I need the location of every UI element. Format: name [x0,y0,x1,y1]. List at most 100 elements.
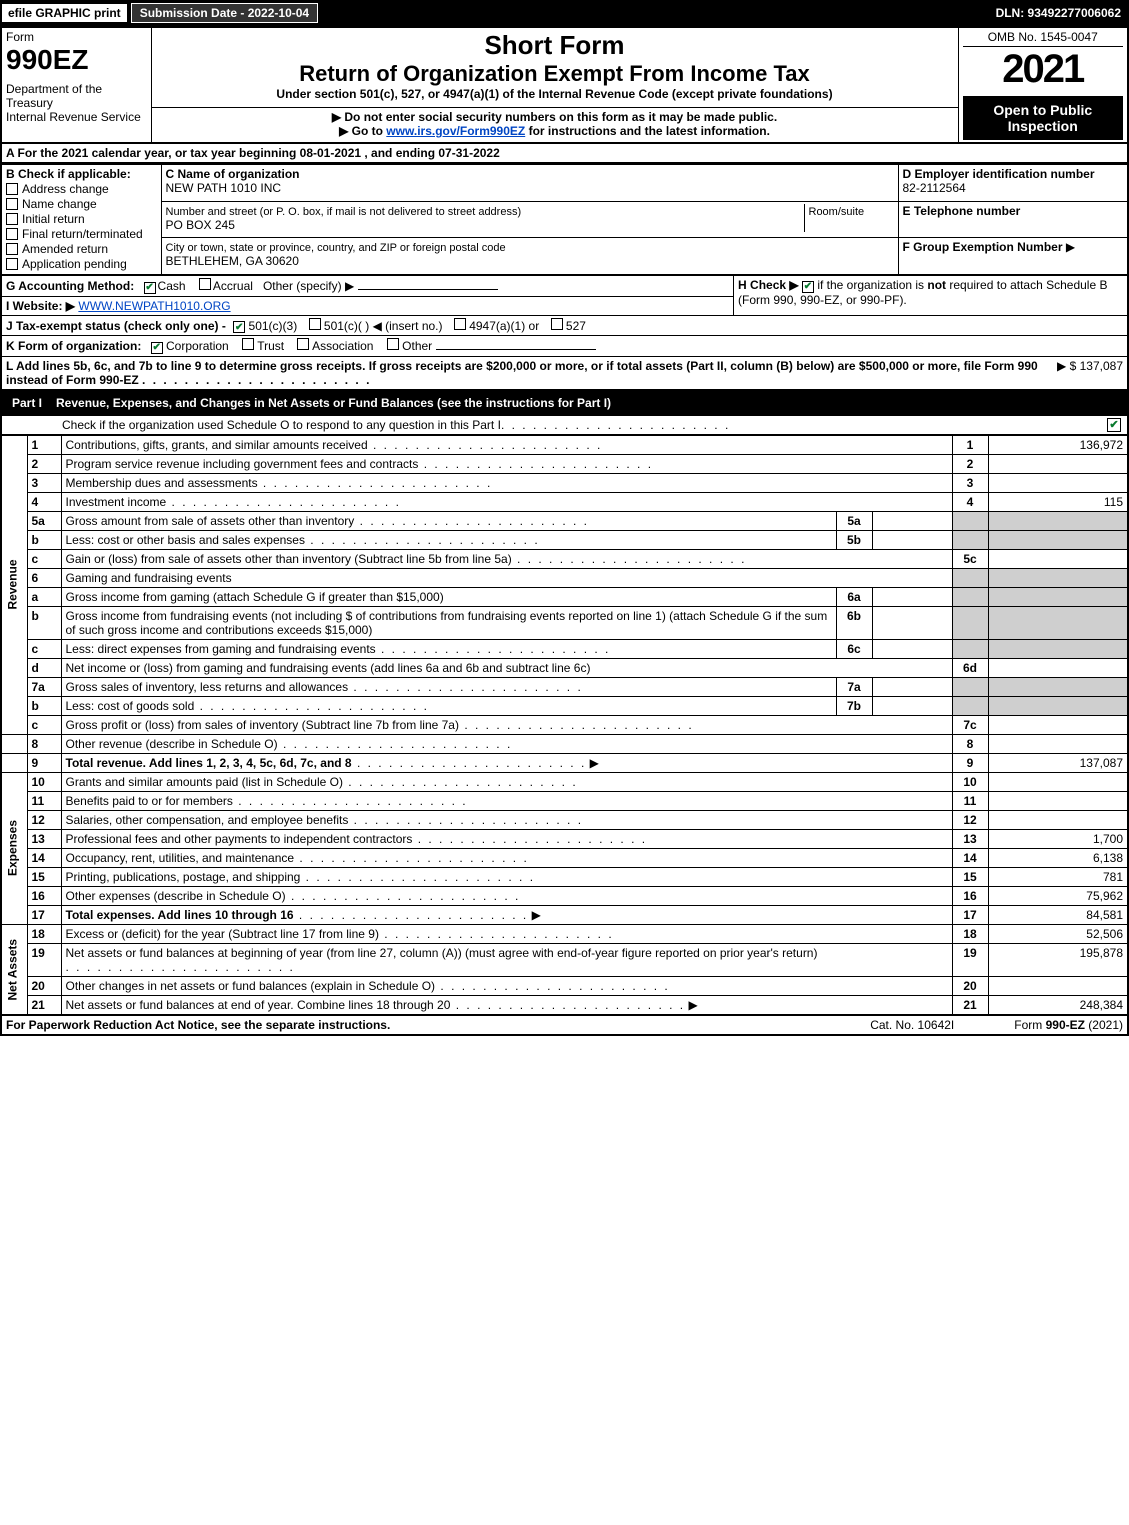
line-4-rnum: 4 [952,492,988,511]
chk-corp[interactable] [151,342,163,354]
line-6d-num: d [27,658,61,677]
line-6c-desc: Less: direct expenses from gaming and fu… [61,639,836,658]
short-form-title: Short Form [156,30,954,61]
h-pre: H Check ▶ [738,278,802,292]
line-7a-inset-val[interactable] [872,677,952,696]
chk-sched-b[interactable] [802,281,814,293]
chk-trust[interactable] [242,338,254,350]
line-16-desc: Other expenses (describe in Schedule O) [61,886,952,905]
line-10-val [988,772,1128,791]
ein-value: 82-2112564 [903,181,966,195]
chk-501c[interactable] [309,318,321,330]
line-19-val: 195,878 [988,943,1128,976]
website-link[interactable]: WWW.NEWPATH1010.ORG [78,299,230,313]
line-12-val [988,810,1128,829]
line-7c-rnum: 7c [952,715,988,734]
chk-accrual[interactable] [199,278,211,290]
line-5b-desc: Less: cost or other basis and sales expe… [61,530,836,549]
open-inspection-badge: Open to Public Inspection [963,96,1124,140]
chk-amended-return[interactable]: Amended return [6,242,157,256]
line-21-desc: Net assets or fund balances at end of ye… [61,995,952,1015]
chk-address-change[interactable]: Address change [6,182,157,196]
chk-application-pending[interactable]: Application pending [6,257,157,271]
h-not: not [927,278,946,292]
chk-501c3[interactable] [233,321,245,333]
line-18-desc: Excess or (deficit) for the year (Subtra… [61,924,952,943]
line-19-desc: Net assets or fund balances at beginning… [61,943,952,976]
box-e: E Telephone number [898,201,1128,238]
line-2-desc: Program service revenue including govern… [61,454,952,473]
line-6a-inset-val[interactable] [872,587,952,606]
line-6-desc: Gaming and fundraising events [61,568,952,587]
chk-assoc[interactable] [297,338,309,350]
line-7a-desc: Gross sales of inventory, less returns a… [61,677,836,696]
chk-final-return[interactable]: Final return/terminated [6,227,157,241]
line-7b-num: b [27,696,61,715]
line-8-desc: Other revenue (describe in Schedule O) [61,734,952,753]
line-6c-inset: 6c [836,639,872,658]
cat-no: Cat. No. 10642I [870,1018,954,1032]
efile-label[interactable]: efile GRAPHIC print [2,4,127,22]
line-11-rnum: 11 [952,791,988,810]
chk-initial-return[interactable]: Initial return [6,212,157,226]
side-expenses: Expenses [1,772,27,924]
line-12-num: 12 [27,810,61,829]
line-5c-num: c [27,549,61,568]
line-14-desc: Occupancy, rent, utilities, and maintena… [61,848,952,867]
line-5c-val [988,549,1128,568]
chk-4947[interactable] [454,318,466,330]
i-label: I Website: ▶ [6,299,75,313]
room-label: Room/suite [809,206,865,218]
form-id-cell: Form 990EZ Department of the Treasury In… [1,27,151,143]
box-e-title: E Telephone number [903,204,1021,218]
side-net-assets: Net Assets [1,924,27,1015]
line-18-num: 18 [27,924,61,943]
g-other: Other (specify) ▶ [263,279,354,293]
line-10-rnum: 10 [952,772,988,791]
line-21-rnum: 21 [952,995,988,1015]
h-post: if the organization is [817,278,927,292]
box-c-street: Number and street (or P. O. box, if mail… [161,201,898,238]
row-i: I Website: ▶ WWW.NEWPATH1010.ORG [1,296,734,315]
line-6c-inset-val[interactable] [872,639,952,658]
line-13-desc: Professional fees and other payments to … [61,829,952,848]
line-14-rnum: 14 [952,848,988,867]
chk-schedule-o[interactable] [1107,418,1121,432]
line-5a-inset-val[interactable] [872,511,952,530]
line-4-num: 4 [27,492,61,511]
irs-link[interactable]: www.irs.gov/Form990EZ [386,124,525,138]
line-9-rnum: 9 [952,753,988,772]
line-5b-inset-val[interactable] [872,530,952,549]
line-21-num: 21 [27,995,61,1015]
street-label: Number and street (or P. O. box, if mail… [166,206,522,218]
k-other-input[interactable] [436,349,596,350]
submission-date: Submission Date - 2022-10-04 [131,3,318,23]
line-7c-desc: Gross profit or (loss) from sales of inv… [61,715,952,734]
line-2-val [988,454,1128,473]
box-f: F Group Exemption Number ▶ [898,238,1128,275]
line-12-desc: Salaries, other compensation, and employ… [61,810,952,829]
part-i-title: Revenue, Expenses, and Changes in Net As… [56,396,611,410]
line-5a-desc: Gross amount from sale of assets other t… [61,511,836,530]
line-6b-inset-val[interactable] [872,606,952,639]
line-18-val: 52,506 [988,924,1128,943]
line-6b-inset: 6b [836,606,872,639]
line-6b-num: b [27,606,61,639]
line-5a-valshade [988,511,1128,530]
line-7b-inset-val[interactable] [872,696,952,715]
form-number: 990EZ [6,44,147,76]
chk-cash[interactable] [144,282,156,294]
entity-box: B Check if applicable: Address change Na… [0,164,1129,275]
line-18-rnum: 18 [952,924,988,943]
line-1-desc: Contributions, gifts, grants, and simila… [61,435,952,455]
street-value: PO BOX 245 [166,218,235,232]
line-7c-num: c [27,715,61,734]
g-other-input[interactable] [358,289,498,290]
chk-name-change[interactable]: Name change [6,197,157,211]
row-g: G Accounting Method: Cash Accrual Other … [1,276,734,297]
box-f-title: F Group Exemption Number [903,240,1063,254]
goto-pre: ▶ Go to [339,124,386,138]
chk-other-org[interactable] [387,338,399,350]
line-15-num: 15 [27,867,61,886]
chk-527[interactable] [551,318,563,330]
